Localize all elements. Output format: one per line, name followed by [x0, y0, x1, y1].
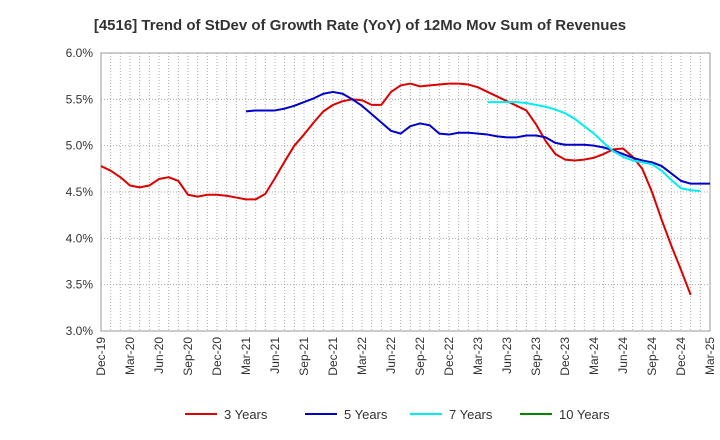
x-tick-label: Dec-22 — [442, 337, 456, 376]
legend-label-10-years: 10 Years — [559, 407, 610, 422]
x-tick-label: Mar-22 — [355, 337, 369, 375]
x-tick-label: Jun-21 — [268, 337, 282, 374]
x-tick-label: Dec-21 — [326, 337, 340, 376]
series-line-5-years — [245, 90, 710, 185]
x-tick-label: Sep-20 — [181, 337, 195, 376]
x-tick-label: Mar-20 — [123, 337, 137, 375]
x-tick-label: Jun-20 — [152, 337, 166, 374]
x-tick-label: Jun-22 — [384, 337, 398, 374]
y-tick-label: 4.0% — [66, 231, 94, 245]
legend: 3 Years 5 Years 7 Years 10 Years — [185, 407, 610, 422]
series-line-3-years — [100, 82, 692, 296]
y-tick-label: 5.5% — [66, 92, 94, 106]
x-tick-label: Dec-23 — [558, 337, 572, 376]
x-tick-label: Jun-24 — [616, 337, 630, 374]
x-tick-label: Mar-23 — [471, 337, 485, 375]
x-tick-label: Dec-19 — [94, 337, 108, 376]
x-tick-label: Sep-24 — [645, 337, 659, 376]
x-tick-label: Dec-20 — [210, 337, 224, 376]
x-tick-label: Jun-23 — [500, 337, 514, 374]
x-tick-label: Mar-24 — [587, 337, 601, 375]
chart-title: [4516] Trend of StDev of Growth Rate (Yo… — [94, 17, 626, 34]
y-tick-label: 3.0% — [66, 324, 94, 338]
y-tick-label: 4.5% — [66, 185, 94, 199]
x-tick-label: Dec-24 — [674, 337, 688, 376]
y-tick-label: 6.0% — [66, 46, 94, 60]
legend-label-5-years: 5 Years — [344, 407, 388, 422]
legend-label-3-years: 3 Years — [224, 407, 268, 422]
plot-area: 3.0% 3.5% 4.0% 4.5% 5.0% 5.5% 6.0% Dec-19 Mar-20… — [66, 46, 717, 376]
x-tick-label: Mar-21 — [239, 337, 253, 375]
y-tick-label: 5.0% — [66, 139, 94, 153]
y-tick-label: 3.5% — [66, 278, 94, 292]
x-tick-label: Sep-23 — [529, 337, 543, 376]
x-tick-label: Sep-22 — [413, 337, 427, 376]
x-tick-label: Sep-21 — [297, 337, 311, 376]
plot-frame — [100, 52, 711, 332]
legend-label-7-years: 7 Years — [449, 407, 493, 422]
series-line-7-years — [487, 101, 701, 193]
x-tick-label: Mar-25 — [703, 337, 717, 375]
